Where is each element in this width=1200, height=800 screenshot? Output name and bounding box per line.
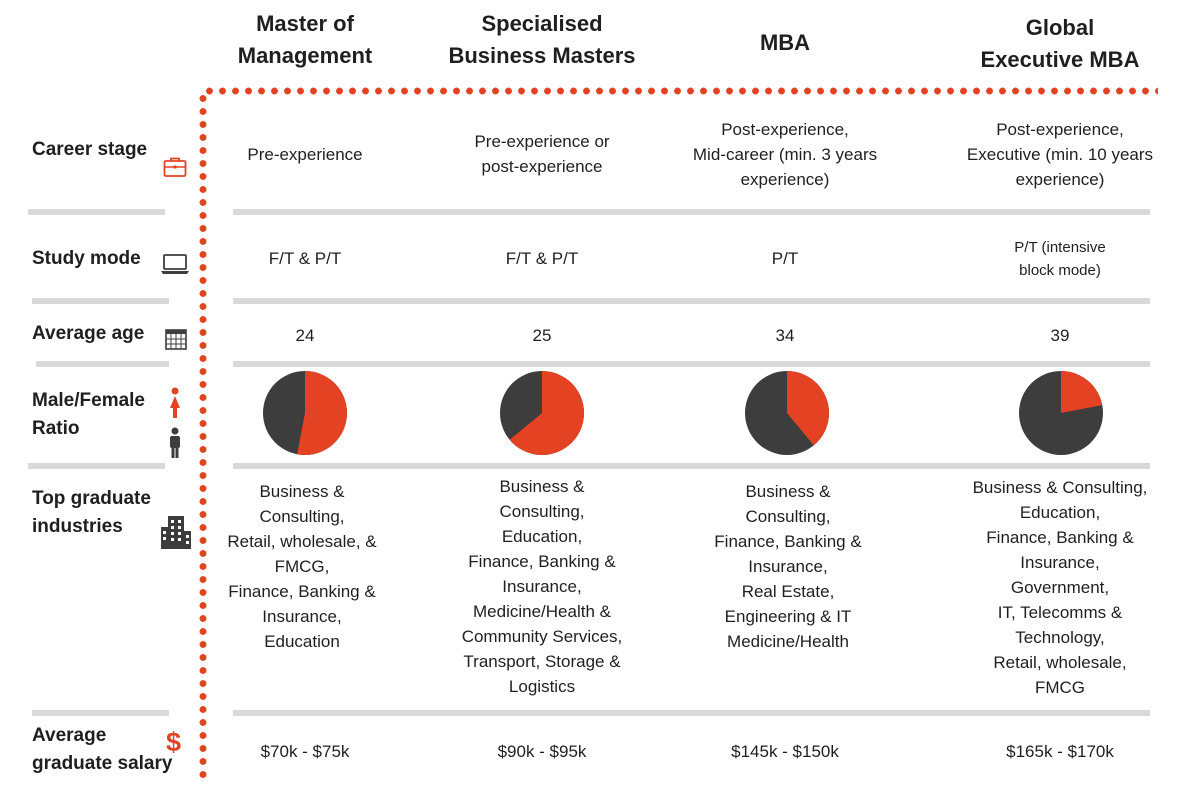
dotted-header-line (203, 85, 1158, 97)
row-divider (233, 209, 1150, 215)
average-age-cell: 24 (295, 326, 315, 345)
row-divider (32, 710, 169, 716)
average-age-cell: 39 (1050, 326, 1070, 345)
building-icon (161, 516, 191, 549)
briefcase-icon (163, 157, 187, 177)
female-slice (509, 371, 585, 455)
column-header-mba: MBA (685, 27, 885, 59)
industries-cell: Business & Consulting, Education, Financ… (461, 477, 623, 696)
column-title: Specialised Business Masters (448, 11, 636, 68)
industries-cell: Business & Consulting, Education, Financ… (972, 478, 1148, 697)
industries-cell: Business & Consulting, Finance, Banking … (714, 482, 862, 651)
career-stage-cell: Pre-experience or post-experience (474, 132, 610, 176)
gender-ratio-pie (1019, 371, 1103, 455)
study-mode-cell: F/T & P/T (505, 249, 579, 268)
row-divider (233, 298, 1150, 304)
average-age-cell: 25 (532, 326, 552, 345)
column-header-specialised-business-masters: Specialised Business Masters (432, 8, 652, 72)
salary-cell: $70k - $75k (260, 742, 350, 761)
row-label-salary: Average graduate salary (32, 725, 173, 774)
average-age-cell: 34 (775, 326, 795, 345)
salary-cell: $165k - $170k (1006, 742, 1114, 761)
column-header-global-executive-mba: Global Executive MBA (955, 12, 1165, 76)
study-mode-cell: P/T (intensive block mode) (1014, 239, 1106, 279)
study-mode-cell: F/T & P/T (268, 249, 342, 268)
industries-cell: Business & Consulting, Retail, wholesale… (227, 482, 377, 651)
row-label-gender-ratio: Male/Female Ratio (32, 390, 145, 439)
row-divider (28, 209, 165, 215)
row-label-industries: Top graduate industries (32, 488, 151, 537)
row-divider (28, 463, 165, 469)
row-label-study-mode: Study mode (32, 248, 141, 269)
row-divider (32, 298, 169, 304)
female-slice (1061, 371, 1103, 413)
column-header-master-of-management: Master of Management (205, 8, 405, 72)
row-divider (36, 361, 169, 367)
column-title: MBA (759, 30, 811, 55)
career-stage-cell: Pre-experience (247, 145, 363, 164)
gender-ratio-pie (745, 371, 829, 455)
column-title: Global Executive MBA (980, 15, 1140, 72)
row-divider (233, 361, 1150, 367)
dotted-vertical-line (196, 92, 210, 782)
female-icon (170, 387, 180, 418)
salary-cell: $145k - $150k (731, 742, 839, 761)
row-divider (233, 463, 1150, 469)
study-mode-cell: P/T (771, 249, 799, 268)
dollar-icon: $ (166, 727, 182, 757)
row-divider (233, 710, 1150, 716)
career-stage-cell: Post-experience, Executive (min. 10 year… (966, 120, 1154, 189)
row-label-career-stage: Career stage (32, 139, 148, 160)
female-slice (787, 371, 829, 446)
female-slice (297, 371, 347, 455)
male-icon (170, 427, 180, 458)
laptop-icon (161, 254, 189, 274)
salary-cell: $90k - $95k (497, 742, 587, 761)
row-label-average-age: Average age (32, 323, 145, 344)
gender-ratio-pie (500, 371, 585, 455)
calendar-icon (165, 329, 187, 350)
column-title: Master of Management (237, 11, 373, 68)
gender-ratio-pie (263, 371, 347, 455)
career-stage-cell: Post-experience, Mid-career (min. 3 year… (692, 120, 878, 189)
